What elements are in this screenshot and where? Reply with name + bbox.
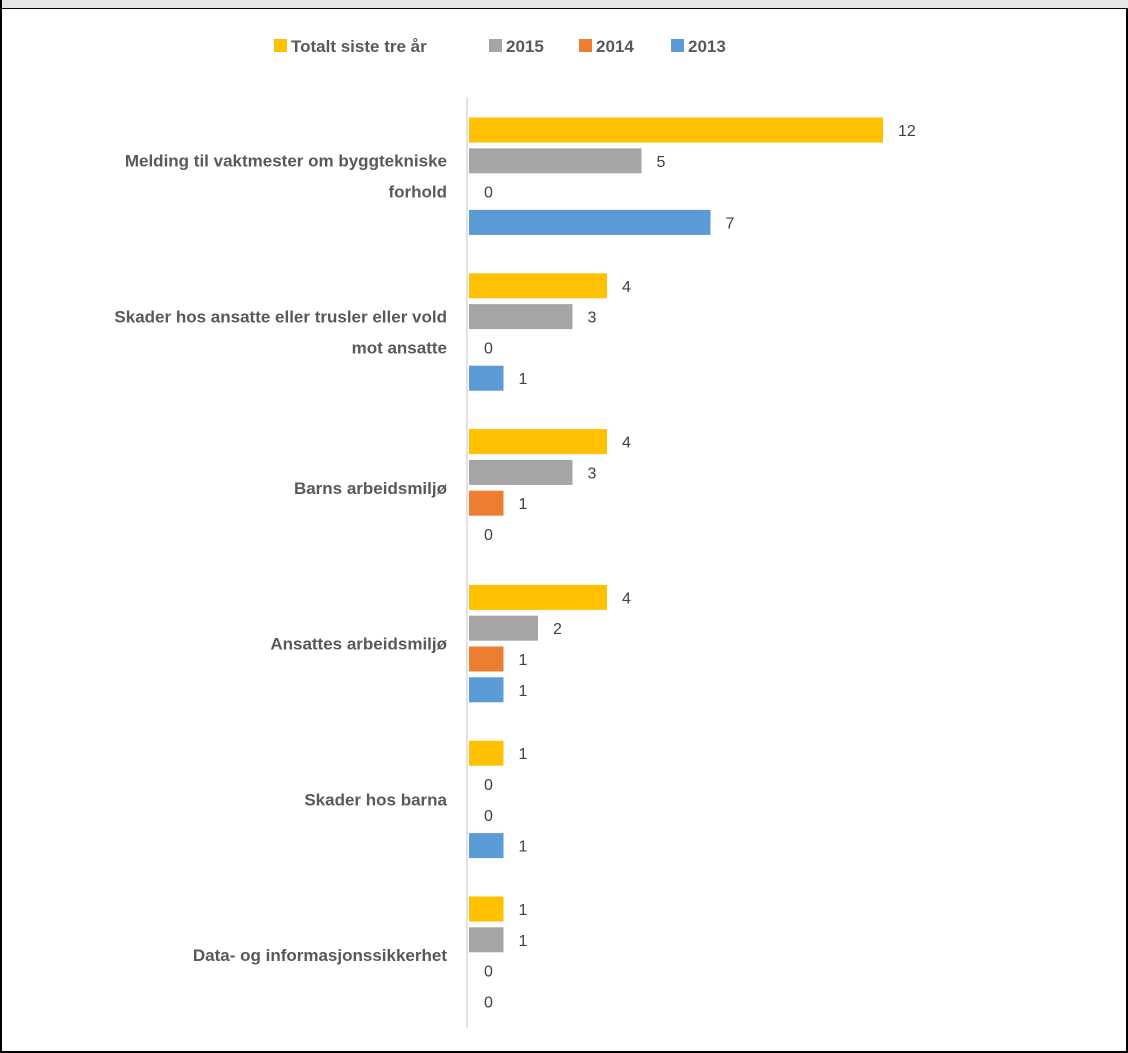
bar-totalt-siste-tre-år <box>469 740 504 766</box>
data-label: 3 <box>588 465 597 482</box>
category-label: forhold <box>388 183 447 202</box>
category-label: Melding til vaktmester om byggtekniske <box>125 152 447 171</box>
bar-totalt-siste-tre-år <box>469 117 883 143</box>
data-labels: 12 5 0 7 4 3 0 1 4 3 1 0 4 2 1 1 1 0 0 1 1 1 0 0 <box>484 123 916 1011</box>
legend-label-2015: 2015 <box>506 37 544 56</box>
top-border <box>2 0 1128 9</box>
data-label: 2 <box>553 621 562 638</box>
bar-2014 <box>469 490 504 516</box>
data-label: 0 <box>484 777 493 794</box>
bar-2013 <box>469 677 504 703</box>
bar-2015 <box>469 615 538 641</box>
bar-2013 <box>469 209 711 235</box>
data-label: 7 <box>726 215 735 232</box>
data-label: 1 <box>519 839 528 856</box>
legend-label-2013: 2013 <box>688 37 726 56</box>
bar-2015 <box>469 927 504 953</box>
category-label: mot ansatte <box>352 339 447 358</box>
legend-label-totalt-siste-tre-år: Totalt siste tre år <box>291 37 427 56</box>
category-label: Skader hos barna <box>304 790 447 809</box>
bar-2013 <box>469 833 504 859</box>
bar-2015 <box>469 459 573 485</box>
data-label: 1 <box>519 902 528 919</box>
category-label: Data- og informasjonssikkerhet <box>193 946 447 965</box>
data-label: 4 <box>622 279 631 296</box>
data-label: 1 <box>519 746 528 763</box>
data-label: 0 <box>484 185 493 202</box>
data-label: 0 <box>484 964 493 981</box>
data-label: 0 <box>484 808 493 825</box>
data-label: 4 <box>622 590 631 607</box>
data-label: 1 <box>519 496 528 513</box>
legend: Totalt siste tre år 2015 2014 2013 <box>274 37 726 56</box>
bar-2015 <box>469 148 642 174</box>
category-label: Skader hos ansatte eller trusler eller v… <box>114 308 447 327</box>
data-label: 0 <box>484 527 493 544</box>
data-label: 1 <box>519 933 528 950</box>
bar-2015 <box>469 304 573 330</box>
data-label: 1 <box>519 371 528 388</box>
bar-totalt-siste-tre-år <box>469 273 607 299</box>
legend-label-2014: 2014 <box>596 37 634 56</box>
bar-totalt-siste-tre-år <box>469 584 607 610</box>
data-label: 0 <box>484 994 493 1011</box>
category-label: Ansattes arbeidsmiljø <box>270 635 447 654</box>
legend-swatch-totalt-siste-tre-år <box>274 39 287 52</box>
data-label: 1 <box>519 683 528 700</box>
data-label: 1 <box>519 652 528 669</box>
bar-totalt-siste-tre-år <box>469 429 607 455</box>
legend-swatch-2013 <box>671 39 684 52</box>
bar-2014 <box>469 646 504 672</box>
data-label: 12 <box>898 123 916 140</box>
data-label: 0 <box>484 340 493 357</box>
data-label: 4 <box>622 435 631 452</box>
bar-totalt-siste-tre-år <box>469 896 504 922</box>
data-label: 3 <box>588 310 597 327</box>
bars <box>469 117 883 953</box>
category-label: Barns arbeidsmiljø <box>294 479 448 498</box>
data-label: 5 <box>657 154 666 171</box>
legend-swatch-2014 <box>579 39 592 52</box>
category-labels: Melding til vaktmester om byggtekniske fo… <box>114 152 447 966</box>
legend-swatch-2015 <box>489 39 502 52</box>
bar-2013 <box>469 365 504 391</box>
